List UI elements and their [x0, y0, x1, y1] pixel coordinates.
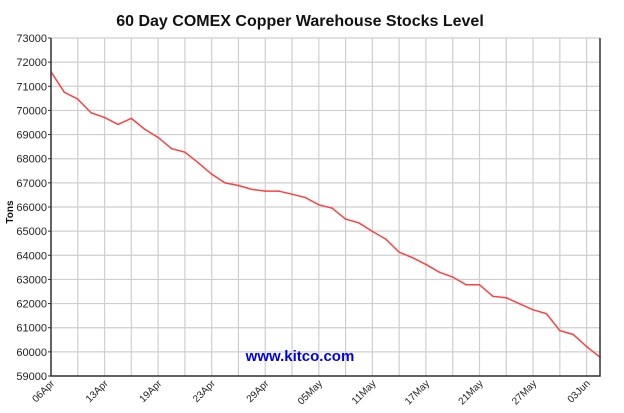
- data-point: [398, 251, 400, 253]
- series-layer: [50, 71, 601, 358]
- series-line: [50, 71, 601, 358]
- y-tick-label: 70000: [16, 105, 47, 117]
- data-point: [210, 173, 213, 175]
- y-tick-label: 66000: [16, 202, 47, 214]
- y-tick-label: 61000: [16, 323, 47, 335]
- data-point: [465, 283, 467, 286]
- data-point: [318, 204, 320, 206]
- y-tick-label: 62000: [16, 299, 47, 311]
- data-point: [492, 295, 494, 298]
- y-tick-label: 63000: [16, 274, 47, 286]
- x-tick-label: 03Jun: [566, 378, 593, 405]
- data-point: [277, 190, 280, 192]
- data-point: [184, 151, 186, 153]
- y-tick-label: 72000: [16, 57, 47, 69]
- data-point: [518, 303, 521, 305]
- x-tick-label: 27May: [510, 378, 539, 407]
- y-tick-label: 73000: [16, 33, 47, 45]
- data-point: [170, 147, 173, 150]
- y-tick-label: 59000: [16, 371, 47, 383]
- data-point: [344, 218, 347, 220]
- x-tick-label: 11May: [350, 378, 378, 406]
- grid: [50, 37, 600, 377]
- y-axis-ticks: 59000 60000 61000 62000 63000 64000 65000 66000…: [16, 33, 51, 383]
- data-point: [76, 98, 79, 100]
- x-tick-label: 29Apr: [245, 378, 272, 405]
- data-point: [90, 112, 92, 114]
- data-point: [224, 182, 226, 184]
- y-tick-label: 69000: [16, 130, 47, 142]
- chart-title: 60 Day COMEX Copper Warehouse Stocks Lev…: [116, 13, 484, 30]
- x-axis-ticks: 06Apr 13Apr 19Apr 23Apr 29Apr 05May 11May 17May…: [30, 378, 592, 407]
- y-tick-label: 68000: [16, 154, 47, 166]
- data-point: [478, 283, 481, 286]
- data-point: [505, 296, 508, 299]
- data-point: [117, 123, 119, 126]
- data-point: [143, 128, 146, 131]
- y-tick-label: 65000: [16, 226, 47, 238]
- data-point: [371, 230, 374, 233]
- data-point: [251, 188, 253, 191]
- y-tick-label: 60000: [16, 347, 47, 359]
- data-point: [291, 193, 293, 196]
- data-point: [585, 345, 588, 348]
- data-point: [197, 162, 200, 164]
- x-tick-label: 23Apr: [191, 378, 218, 405]
- x-tick-label: 19Apr: [138, 378, 165, 405]
- data-point: [304, 196, 307, 199]
- data-point: [384, 238, 387, 240]
- data-point: [157, 136, 159, 139]
- data-point: [545, 312, 548, 315]
- data-point: [559, 329, 561, 332]
- data-point: [237, 184, 240, 187]
- watermark: www.kitco.com: [245, 348, 355, 365]
- x-tick-label: 13Apr: [84, 378, 111, 405]
- plot-frame: [50, 38, 601, 377]
- data-point: [130, 117, 133, 120]
- y-axis-label: Tons: [5, 200, 16, 224]
- x-tick-label: 21May: [457, 378, 486, 407]
- data-point: [411, 256, 414, 259]
- data-point: [451, 276, 454, 278]
- data-point: [331, 207, 333, 210]
- data-point: [103, 116, 106, 119]
- y-tick-label: 71000: [16, 81, 47, 93]
- data-point: [532, 309, 534, 311]
- x-tick-label: 05May: [296, 378, 325, 407]
- data-point: [572, 333, 575, 336]
- data-point: [63, 91, 66, 94]
- x-tick-label: 17May: [403, 378, 432, 407]
- y-tick-label: 64000: [16, 250, 47, 262]
- data-point: [438, 271, 441, 273]
- y-tick-label: 67000: [16, 178, 47, 190]
- data-point: [425, 263, 427, 266]
- data-point: [264, 190, 267, 192]
- data-point: [358, 222, 360, 224]
